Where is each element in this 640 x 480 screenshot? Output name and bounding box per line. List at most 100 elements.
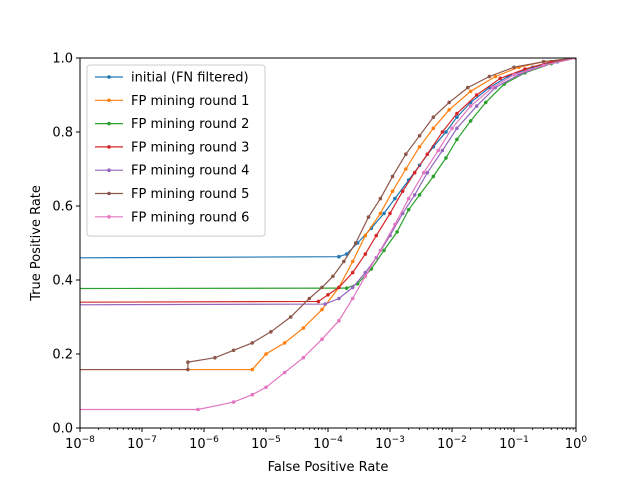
data-point [390,174,395,179]
data-point [350,296,355,301]
data-point [498,76,503,81]
legend: initial (FN filtered) FP mining round 1 FP… [86,64,266,237]
x-tick-label: 10−4 [313,435,343,452]
data-point [417,145,422,149]
data-point [366,215,371,219]
data-point [468,119,473,123]
data-point [231,348,236,353]
legend-label: FP mining round 1 [131,94,249,109]
data-point [363,233,368,238]
data-point [483,100,488,105]
data-point [382,211,386,216]
data-point [493,74,498,79]
data-point [350,259,355,264]
data-point [382,248,386,253]
data-point [320,285,324,290]
legend-label: FP mining round 6 [131,210,249,225]
y-tick-label: 0.0 [52,422,73,437]
data-point [186,360,190,364]
data-point [301,355,306,360]
data-point [468,89,473,94]
x-axis-label: False Positive Rate [268,460,389,475]
data-point [213,355,217,360]
data-point [288,315,293,319]
data-point [316,299,321,304]
y-tick-label: 0.4 [52,274,73,289]
data-point [231,400,236,404]
x-tick-label: 100 [565,435,588,452]
data-point [388,211,392,216]
data-point [417,133,422,138]
x-axis: 10−8 10−7 10−6 10−5 10−4 10−3 10−2 10−1 100 [65,428,587,452]
data-point [393,196,397,201]
data-point [307,296,312,301]
data-point [512,72,516,77]
data-point [450,126,454,131]
legend-marker [107,121,111,126]
data-point [440,148,445,153]
x-tick-label: 10−3 [375,435,405,452]
data-point [282,370,287,375]
data-point [344,286,349,290]
data-point [301,326,306,330]
data-point [406,207,411,212]
data-point [444,130,448,134]
legend-marker [107,98,111,103]
data-point [393,222,397,227]
x-tick-label: 10−5 [251,435,281,452]
x-tick-label: 10−7 [127,435,157,452]
data-point [444,156,448,160]
data-point [404,167,408,171]
data-point [487,74,492,79]
data-point [468,104,473,108]
data-point [490,85,495,90]
legend-marker [107,168,111,172]
x-tick-label: 10−6 [189,435,219,452]
data-point [250,367,255,372]
data-point [323,302,327,306]
data-point [447,108,451,112]
y-tick-label: 0.2 [52,348,73,363]
data-point [455,115,459,119]
data-point [425,170,430,175]
data-point [447,100,451,105]
y-tick-label: 0.8 [52,126,73,141]
legend-label: FP mining round 2 [131,117,249,132]
data-point [455,137,459,142]
data-point [523,67,527,71]
data-point [400,189,405,193]
data-point [196,407,200,412]
data-point [331,274,335,279]
data-point [436,148,441,153]
legend-label: initial (FN filtered) [131,71,249,86]
data-point [421,170,426,175]
series-line [80,58,576,303]
series-layer [80,58,576,412]
data-point [412,193,417,197]
data-point [320,337,324,342]
series-line [80,58,576,411]
data-point [282,341,287,345]
data-point [512,65,516,70]
data-point [353,241,358,245]
data-point [378,211,383,216]
data-point [269,330,273,334]
legend-marker [107,215,111,219]
data-point [337,296,341,301]
y-axis: 0.0 0.2 0.4 0.6 0.8 1.0 [52,52,80,437]
series-6 [80,58,576,372]
data-point [412,170,417,175]
data-point [374,233,379,238]
data-point [337,318,341,323]
data-point [337,254,341,259]
data-point [431,174,436,179]
data-point [186,367,190,372]
x-tick-label: 10−1 [499,435,529,452]
data-point [250,341,255,345]
series-4 [80,58,576,304]
data-point [337,285,341,290]
data-point [466,85,470,90]
data-point [250,392,255,397]
legend-label: FP mining round 4 [131,164,249,179]
